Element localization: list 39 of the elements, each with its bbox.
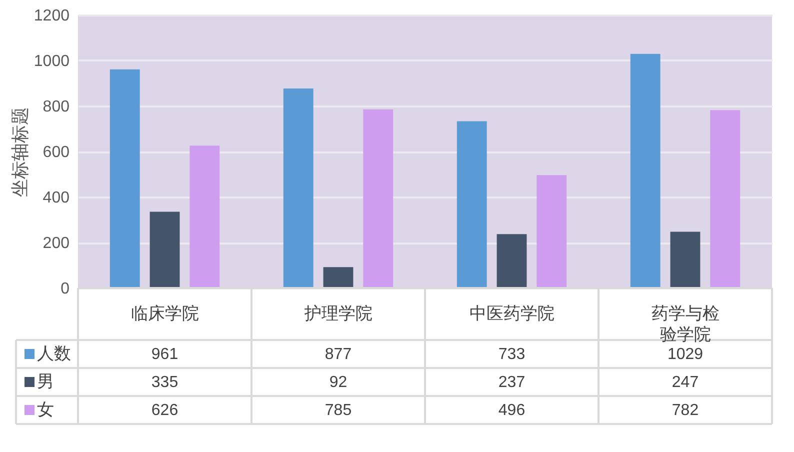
bar <box>190 146 220 288</box>
data-label: 626 <box>151 402 178 419</box>
x-tick-label: 临床学院 <box>130 304 199 323</box>
bar <box>456 121 487 288</box>
bar <box>283 88 314 288</box>
bar <box>670 232 700 288</box>
data-label: 961 <box>151 346 178 363</box>
data-label: 496 <box>498 402 526 419</box>
data-label: 92 <box>329 374 348 391</box>
y-tick-label: 600 <box>42 144 70 161</box>
data-label: 733 <box>498 346 526 363</box>
bar <box>536 175 567 288</box>
data-label: 237 <box>498 374 526 391</box>
data-label: 785 <box>324 402 352 419</box>
data-label: 877 <box>324 346 352 363</box>
y-tick-label: 400 <box>42 190 70 206</box>
x-tick-label: 护理学院 <box>303 304 372 323</box>
bar <box>630 54 660 288</box>
bar <box>363 109 394 288</box>
y-tick-label: 0 <box>60 280 70 298</box>
legend-label: 人数 <box>37 344 71 363</box>
data-label: 335 <box>151 374 178 391</box>
data-label: 782 <box>672 402 699 419</box>
bar <box>710 110 740 288</box>
y-tick-label: 800 <box>42 98 70 116</box>
bar <box>150 212 180 288</box>
y-tick-label: 200 <box>42 235 70 252</box>
x-tick-label: 中医药学院 <box>469 304 554 323</box>
y-axis-title: 坐标轴标题 <box>10 107 30 197</box>
bar <box>110 69 140 288</box>
x-tick-label: 药学与检验学院 <box>651 304 720 344</box>
bar <box>323 267 354 288</box>
bar <box>496 234 527 288</box>
y-tick-label: 1000 <box>34 53 70 70</box>
data-label: 1029 <box>667 346 704 363</box>
legend-label: 女 <box>37 400 54 419</box>
y-tick-label: 1200 <box>34 8 70 24</box>
data-label: 247 <box>672 374 699 391</box>
legend-label: 男 <box>37 372 54 391</box>
